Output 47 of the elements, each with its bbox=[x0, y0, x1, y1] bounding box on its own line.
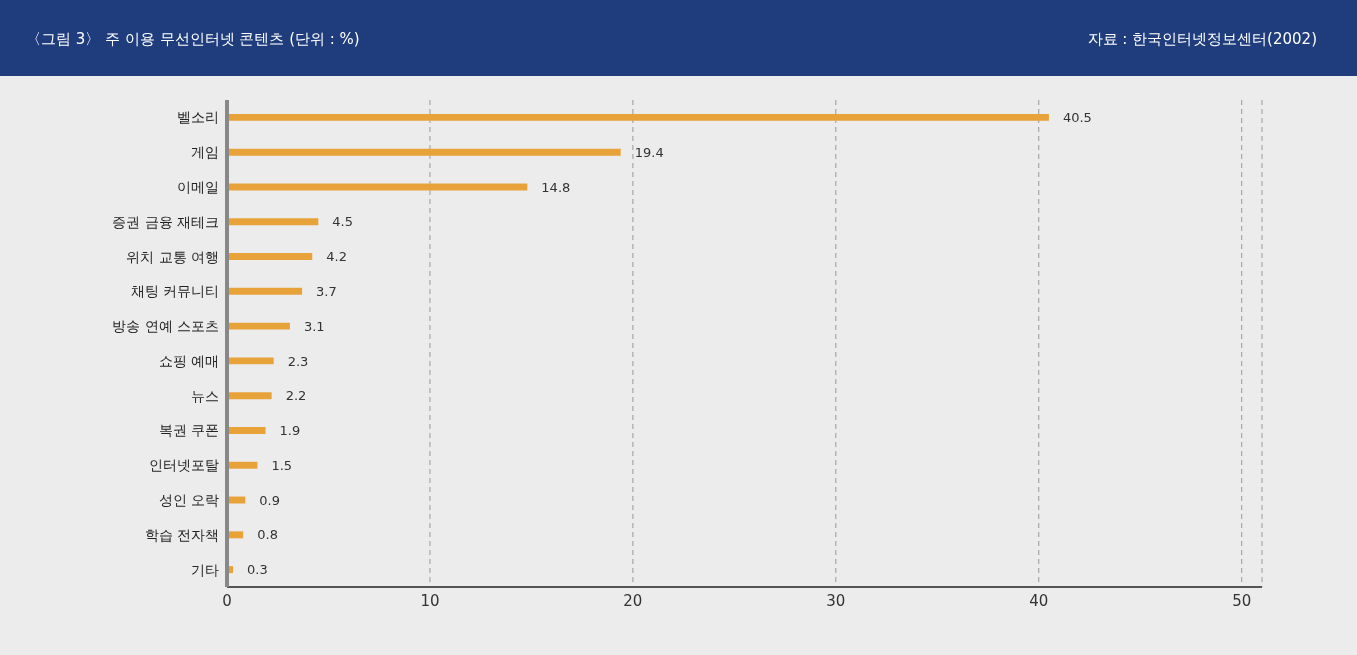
data-label: 2.2 bbox=[285, 388, 307, 404]
y-tick-label: 성인 오락 bbox=[158, 492, 219, 509]
data-label: 4.5 bbox=[332, 214, 354, 230]
y-tick-label: 게임 bbox=[191, 144, 219, 161]
data-label: 3.7 bbox=[316, 283, 337, 299]
bar bbox=[227, 461, 258, 469]
bar bbox=[227, 253, 313, 261]
x-tick-label: 20 bbox=[623, 591, 643, 610]
y-tick-label: 인터넷포탈 bbox=[149, 457, 219, 474]
data-label: 1.5 bbox=[271, 457, 293, 473]
y-tick-label: 위치 교통 여행 bbox=[126, 248, 219, 265]
data-label: 1.9 bbox=[279, 423, 301, 439]
bar bbox=[227, 322, 290, 330]
bar bbox=[227, 148, 621, 156]
chart-title: 〈그림 3〉 주 이용 무선인터넷 콘텐츠 (단위 : %) bbox=[26, 30, 360, 49]
bar bbox=[227, 183, 528, 191]
y-tick-label: 채팅 커뮤니티 bbox=[130, 283, 219, 300]
y-tick-label: 방송 연예 스포츠 bbox=[112, 318, 219, 335]
data-label: 3.1 bbox=[303, 318, 325, 334]
data-label: 40.5 bbox=[1062, 110, 1092, 126]
x-tick-label: 0 bbox=[222, 591, 232, 610]
bar bbox=[227, 218, 319, 226]
data-label: 4.2 bbox=[326, 249, 347, 265]
bar bbox=[227, 392, 272, 400]
data-label: 14.8 bbox=[541, 179, 571, 195]
bar bbox=[227, 287, 303, 295]
y-tick-label: 이메일 bbox=[177, 178, 219, 195]
data-label: 2.3 bbox=[287, 353, 309, 369]
y-tick-label: 증권 금융 재테크 bbox=[112, 213, 219, 230]
y-tick-label: 학습 전자책 bbox=[144, 526, 219, 543]
text: 자료 : 한국인터넷정보센터(2002) bbox=[1087, 30, 1317, 49]
y-tick-label: 뉴스 bbox=[191, 387, 219, 404]
y-tick-label: 쇼핑 예매 bbox=[158, 352, 219, 369]
bar bbox=[227, 113, 1049, 121]
y-tick-label: 복권 쿠폰 bbox=[158, 422, 219, 439]
x-tick-label: 30 bbox=[826, 591, 846, 610]
data-label: 0.3 bbox=[247, 562, 268, 578]
data-label: 0.9 bbox=[259, 492, 280, 508]
bar bbox=[227, 357, 274, 365]
data-label: 19.4 bbox=[634, 144, 664, 160]
y-tick-label: 기타 bbox=[191, 561, 219, 578]
x-tick-label: 50 bbox=[1232, 591, 1252, 610]
data-label: 0.8 bbox=[257, 527, 278, 543]
x-tick-label: 10 bbox=[420, 591, 440, 610]
bar bbox=[227, 426, 266, 434]
x-tick-label: 40 bbox=[1029, 591, 1049, 610]
y-tick-label: 벨소리 bbox=[177, 109, 219, 126]
